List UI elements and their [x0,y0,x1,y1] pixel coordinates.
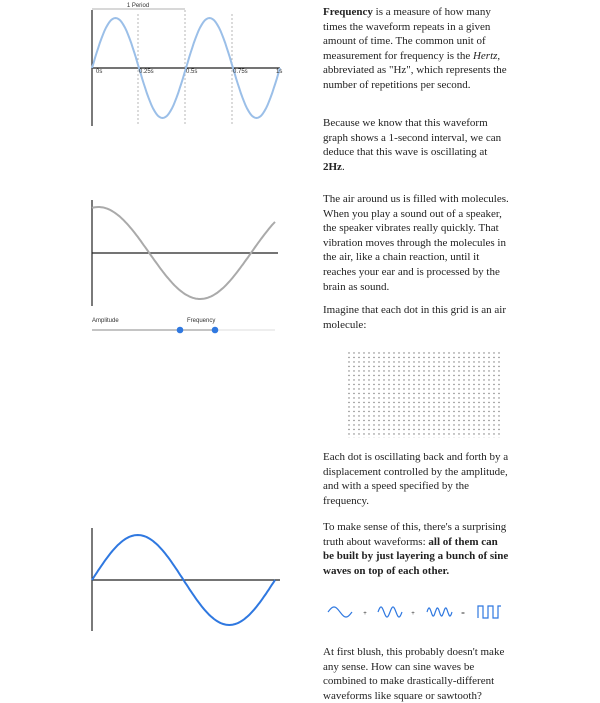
equation-symbol: + [363,611,367,617]
text-run: At first blush, this probably doesn't ma… [323,646,505,702]
amplitude-handle[interactable] [176,326,184,334]
equation-symbol: = [461,611,465,617]
time-tick-label: 0.25s [139,69,154,75]
text-run: is a measure of how many times the wavef… [323,6,491,62]
text-run: Because we know that this waveform graph… [323,117,502,159]
paragraph: Each dot is oscillating back and forth b… [323,450,511,508]
paragraph: Imagine that each dot in this grid is an… [323,303,511,332]
paragraph: Frequency is a measure of how many times… [323,5,511,93]
text-run: Imagine that each dot in this grid is an… [323,304,506,331]
wave-equation [327,605,501,619]
slider-label: Frequency [187,318,215,324]
time-tick-label: 1s [276,69,282,75]
text-run: all of them can be built by just layerin… [323,535,509,577]
text-run: The air around us is filled with molecul… [323,193,509,293]
sine-diagram [91,528,280,631]
molecule-grid [348,352,500,438]
paragraph: Because we know that this waveform graph… [323,116,511,174]
text-run: 2Hz [323,160,342,173]
time-tick-label: 0.5s [186,69,197,75]
text-run: To make sense of this, there's a surpris… [323,521,507,548]
period-diagram: 1 Period [91,3,281,126]
paragraph: At first blush, this probably doesn't ma… [323,645,511,703]
text-run: Frequency [323,6,373,18]
paragraph: To make sense of this, there's a surpris… [323,520,511,578]
equation-symbol: + [411,611,415,617]
frequency-handle[interactable] [211,326,219,334]
square-wave [477,605,501,619]
text-run: , abbreviated as "Hz", which represents … [323,49,507,91]
time-tick-label: 0.75s [233,69,248,75]
wave-diagram: Amplitude Frequency [91,200,278,334]
text-run: . [341,160,345,173]
paragraph: The air around us is filled with molecul… [323,192,511,294]
text-run: Hertz [472,49,498,62]
slider-label: Amplitude [92,318,119,324]
time-tick-label: 0s [96,69,102,75]
period-label: 1 Period [127,3,149,9]
text-run: Each dot is oscillating back and forth b… [323,451,509,507]
